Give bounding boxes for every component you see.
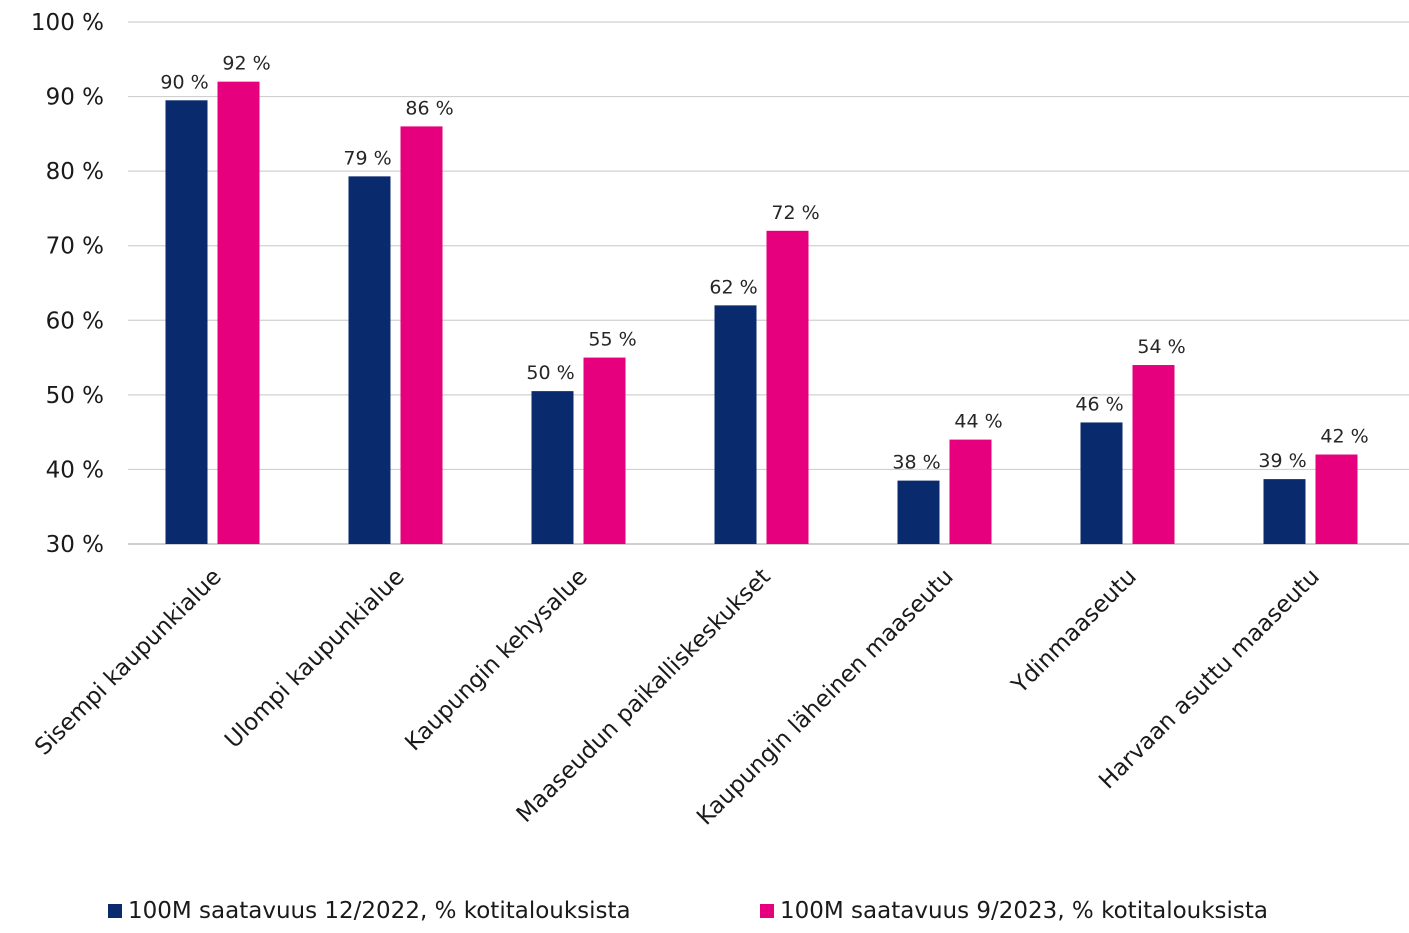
bar-2023-0 (217, 81, 260, 545)
data-label: 86 % (405, 97, 453, 119)
bar-2022-0 (165, 100, 208, 545)
legend-label-1: 100M saatavuus 9/2023, % kotitalouksista (780, 898, 1268, 924)
data-label: 72 % (771, 202, 819, 224)
data-label: 79 % (343, 147, 391, 169)
bar-2023-6 (1315, 454, 1358, 544)
legend-swatch-0 (108, 904, 122, 918)
legend: 100M saatavuus 12/2022, % kotitalouksist… (108, 898, 1268, 924)
data-label: 39 % (1258, 450, 1306, 472)
bar-2023-4 (949, 439, 992, 544)
data-label: 44 % (954, 411, 1002, 433)
bar-2023-2 (583, 357, 626, 544)
data-label: 62 % (709, 276, 757, 298)
category-label: Ydinmaaseutu (1006, 564, 1141, 699)
y-tick-label: 90 % (46, 85, 104, 111)
data-labels: 90 % 92 % 79 % 86 % 50 % 55 % 62 % 72 % 38 % 44 %… (160, 53, 1368, 474)
y-tick-label: 30 % (46, 532, 104, 558)
data-label: 42 % (1320, 426, 1368, 448)
data-label: 46 % (1075, 393, 1123, 415)
y-tick-label: 80 % (46, 159, 104, 185)
y-tick-label: 100 % (31, 10, 104, 36)
data-label: 54 % (1137, 336, 1185, 358)
data-label: 55 % (588, 329, 636, 351)
y-axis-tick-labels: 30 % 40 % 50 % 60 % 70 % 80 % 90 % 100 % (31, 10, 104, 558)
bar-2023-1 (400, 126, 443, 545)
legend-label-0: 100M saatavuus 12/2022, % kotitalouksist… (128, 898, 631, 924)
data-label: 38 % (892, 452, 940, 474)
data-label: 90 % (160, 71, 208, 93)
data-label: 50 % (526, 362, 574, 384)
bar-2023-5 (1132, 365, 1175, 544)
bars (165, 81, 1358, 545)
category-label: Ulompi kaupunkialue (220, 564, 410, 754)
y-tick-label: 60 % (46, 308, 104, 334)
bar-2023-3 (766, 230, 809, 545)
bar-2022-2 (531, 391, 574, 544)
y-tick-label: 50 % (46, 383, 104, 409)
category-label: Kaupungin kehysalue (400, 564, 592, 756)
y-tick-label: 70 % (46, 234, 104, 260)
bar-2022-3 (714, 305, 757, 544)
bar-2022-6 (1263, 479, 1306, 544)
bar-2022-5 (1080, 422, 1123, 544)
data-label: 92 % (222, 53, 270, 75)
y-tick-label: 40 % (46, 457, 104, 483)
bar-2022-4 (897, 480, 940, 544)
category-label: Sisempi kaupunkialue (30, 564, 227, 761)
bar-2022-1 (348, 176, 391, 544)
category-label: Harvaan asuttu maaseutu (1094, 564, 1325, 795)
legend-swatch-1 (760, 904, 774, 918)
